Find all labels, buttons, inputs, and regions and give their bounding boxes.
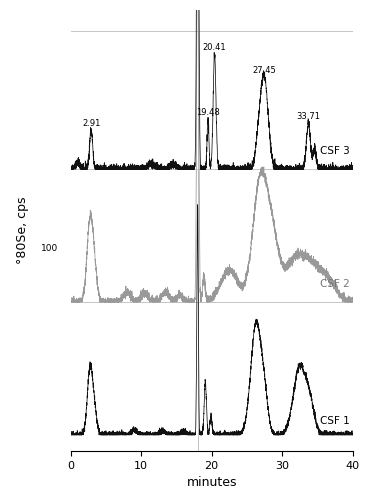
Text: CSF 2: CSF 2 [319,279,349,289]
Text: CSF 3: CSF 3 [319,147,349,156]
X-axis label: minutes: minutes [187,476,237,489]
Text: 27.45: 27.45 [252,66,276,75]
Text: 100: 100 [41,245,58,253]
Text: 2.91: 2.91 [82,119,100,128]
Text: 20.41: 20.41 [203,43,227,52]
Text: 33.71: 33.71 [296,112,320,121]
Text: 19.48: 19.48 [196,108,220,118]
Text: CSF 1: CSF 1 [319,416,349,426]
Text: °80Se, cps: °80Se, cps [16,196,29,264]
